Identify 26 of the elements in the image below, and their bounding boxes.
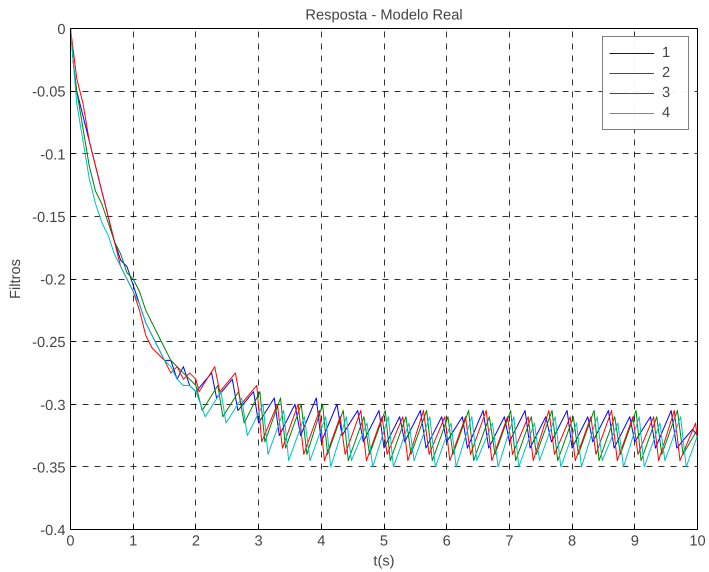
x-tick-label: 7 xyxy=(505,534,514,550)
y-tick-label: -0.05 xyxy=(32,84,66,101)
x-tick-label: 8 xyxy=(568,534,576,550)
legend-label: 4 xyxy=(662,105,672,121)
x-axis-title: t(s) xyxy=(373,554,395,570)
x-tick-label: 3 xyxy=(254,534,263,550)
y-tick-label: -0.15 xyxy=(32,210,66,226)
legend-label: 2 xyxy=(662,65,672,81)
legend-label: 1 xyxy=(662,45,672,61)
x-tick-label: 1 xyxy=(129,534,138,550)
y-tick-label: -0.3 xyxy=(40,398,66,414)
x-tick-label: 6 xyxy=(442,534,451,550)
x-tick-label: 5 xyxy=(380,534,388,550)
chart-title: Resposta - Modelo Real xyxy=(305,8,463,24)
y-tick-label: 0 xyxy=(57,22,66,38)
legend-label: 3 xyxy=(662,85,672,101)
y-tick-label: -0.4 xyxy=(40,523,66,539)
y-tick-label: -0.2 xyxy=(40,272,66,288)
y-tick-label: -0.35 xyxy=(32,460,66,476)
x-tick-label: 4 xyxy=(317,534,326,550)
y-axis-title: Filtros xyxy=(8,259,24,299)
x-tick-label: 10 xyxy=(689,534,706,550)
y-tick-label: -0.25 xyxy=(32,335,66,352)
x-tick-label: 2 xyxy=(192,534,200,550)
y-tick-label: -0.1 xyxy=(40,147,66,164)
x-tick-label: 9 xyxy=(630,534,639,550)
